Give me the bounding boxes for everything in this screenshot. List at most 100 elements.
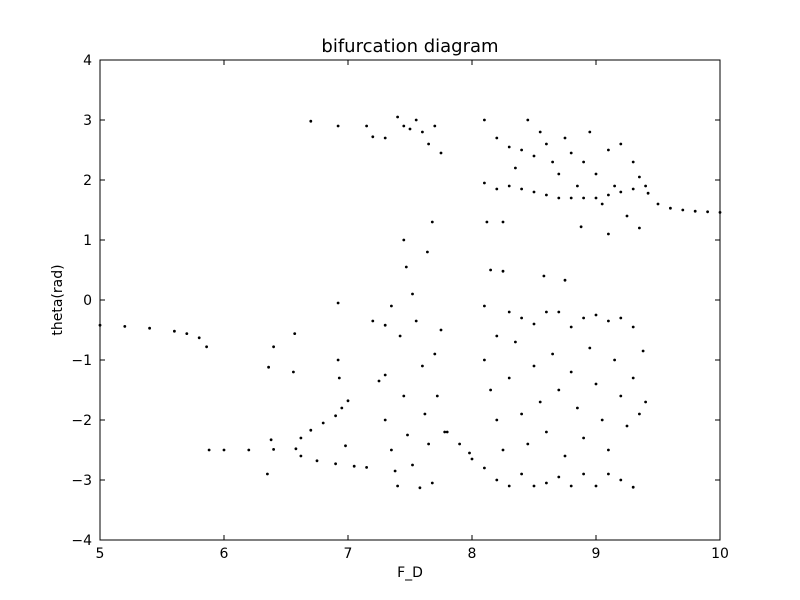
data-point <box>681 208 685 212</box>
data-point <box>433 124 437 128</box>
data-point <box>267 365 270 369</box>
data-point <box>365 466 368 469</box>
data-point <box>371 135 375 139</box>
data-point <box>594 484 598 488</box>
data-point <box>532 322 536 326</box>
data-point <box>390 448 393 452</box>
data-point <box>557 172 561 176</box>
data-point <box>309 428 313 432</box>
data-point <box>483 466 486 470</box>
data-point <box>439 151 443 155</box>
data-point <box>582 316 585 320</box>
x-axis-label: F_D <box>397 565 423 581</box>
data-point <box>148 326 152 330</box>
data-point <box>495 418 499 422</box>
data-point <box>569 370 573 374</box>
y-tick-label: −1 <box>71 353 92 369</box>
data-point <box>576 184 579 188</box>
data-point <box>613 358 616 362</box>
data-point <box>545 142 548 146</box>
data-point <box>600 202 604 206</box>
data-point <box>631 187 635 191</box>
data-point <box>520 472 523 476</box>
data-point <box>483 358 486 362</box>
data-point <box>390 304 393 308</box>
data-point <box>427 442 430 446</box>
data-point <box>563 278 567 282</box>
data-point <box>693 209 697 213</box>
data-point <box>483 181 486 185</box>
data-point <box>582 196 585 200</box>
data-point <box>545 481 548 485</box>
axis-ticks: 5 6 7 8 9 10 −4 −3 −2 −1 0 1 2 3 4 <box>71 53 729 562</box>
data-point <box>293 332 297 335</box>
data-point <box>638 412 641 416</box>
data-point <box>607 232 610 236</box>
data-point <box>495 136 499 140</box>
y-tick-label: 2 <box>83 173 92 189</box>
data-point <box>423 412 427 416</box>
data-point <box>625 214 629 218</box>
data-point <box>408 127 412 131</box>
data-point <box>520 187 523 191</box>
data-point <box>468 451 471 455</box>
data-point <box>638 175 641 179</box>
data-point <box>607 448 610 452</box>
data-point <box>430 481 434 485</box>
data-point <box>495 478 499 482</box>
data-point <box>377 379 381 383</box>
data-point <box>396 115 399 119</box>
data-point <box>340 406 344 410</box>
data-point <box>352 464 356 468</box>
data-point <box>644 184 647 188</box>
data-point <box>315 459 319 463</box>
data-point <box>607 148 610 152</box>
data-point <box>607 193 610 197</box>
data-point <box>334 462 337 466</box>
data-point <box>569 151 573 155</box>
data-point <box>485 220 489 224</box>
data-point <box>507 184 511 188</box>
data-point <box>495 334 499 338</box>
data-point <box>383 373 387 377</box>
data-point <box>507 145 511 149</box>
data-point <box>613 184 616 188</box>
data-point <box>514 166 517 170</box>
data-point <box>346 399 350 403</box>
y-tick-label: 4 <box>83 53 92 69</box>
data-point <box>532 484 536 488</box>
data-point <box>588 130 592 134</box>
data-point <box>393 469 397 473</box>
data-point <box>526 118 530 122</box>
data-point <box>507 376 511 380</box>
data-point <box>344 444 347 448</box>
data-point <box>557 310 561 314</box>
data-point <box>336 358 340 362</box>
data-point <box>545 310 548 314</box>
data-point <box>569 484 573 488</box>
x-tick-label: 5 <box>96 546 105 562</box>
data-point <box>557 196 561 200</box>
data-point <box>619 142 623 146</box>
data-point <box>576 406 579 410</box>
data-point <box>656 202 660 206</box>
data-point <box>619 190 623 194</box>
data-point <box>299 436 303 440</box>
data-point <box>532 190 536 194</box>
data-point <box>495 187 499 191</box>
data-point <box>631 325 635 329</box>
data-point <box>545 430 548 434</box>
data-point <box>551 352 554 356</box>
x-tick-label: 6 <box>220 546 229 562</box>
data-point <box>433 352 437 356</box>
data-point <box>619 316 623 320</box>
data-point <box>594 313 598 317</box>
data-point <box>557 475 561 479</box>
data-point <box>269 438 273 442</box>
data-point <box>371 319 375 323</box>
data-point <box>507 310 511 314</box>
data-point <box>266 472 269 476</box>
data-point <box>631 376 635 380</box>
data-point <box>607 319 610 323</box>
data-point <box>411 463 414 467</box>
